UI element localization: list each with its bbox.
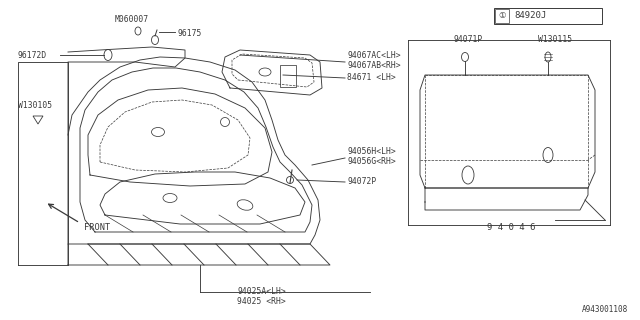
Text: 9 4 0 4 6: 9 4 0 4 6 <box>487 223 536 233</box>
Bar <box>495 9 509 23</box>
Bar <box>494 8 602 24</box>
Text: 94067AC<LH>: 94067AC<LH> <box>347 51 401 60</box>
Text: FRONT: FRONT <box>84 222 110 231</box>
Text: ①: ① <box>499 12 506 20</box>
Text: M060007: M060007 <box>115 15 149 25</box>
Text: 94067AB<RH>: 94067AB<RH> <box>347 60 401 69</box>
Bar <box>280 65 296 87</box>
Text: W130105: W130105 <box>18 101 52 110</box>
Text: 94056H<LH>: 94056H<LH> <box>347 148 396 156</box>
Text: 94025A<LH>: 94025A<LH> <box>237 287 285 297</box>
Text: W130115: W130115 <box>538 35 572 44</box>
Text: 94072P: 94072P <box>347 178 376 187</box>
Text: A943001108: A943001108 <box>582 305 628 314</box>
Text: 96175: 96175 <box>177 28 202 37</box>
Text: 84671 <LH>: 84671 <LH> <box>347 74 396 83</box>
Text: 94071P: 94071P <box>453 35 483 44</box>
Text: 84920J: 84920J <box>514 12 547 20</box>
Text: 96172D: 96172D <box>18 52 47 60</box>
Text: 94056G<RH>: 94056G<RH> <box>347 157 396 166</box>
Text: 94025 <RH>: 94025 <RH> <box>237 298 285 307</box>
